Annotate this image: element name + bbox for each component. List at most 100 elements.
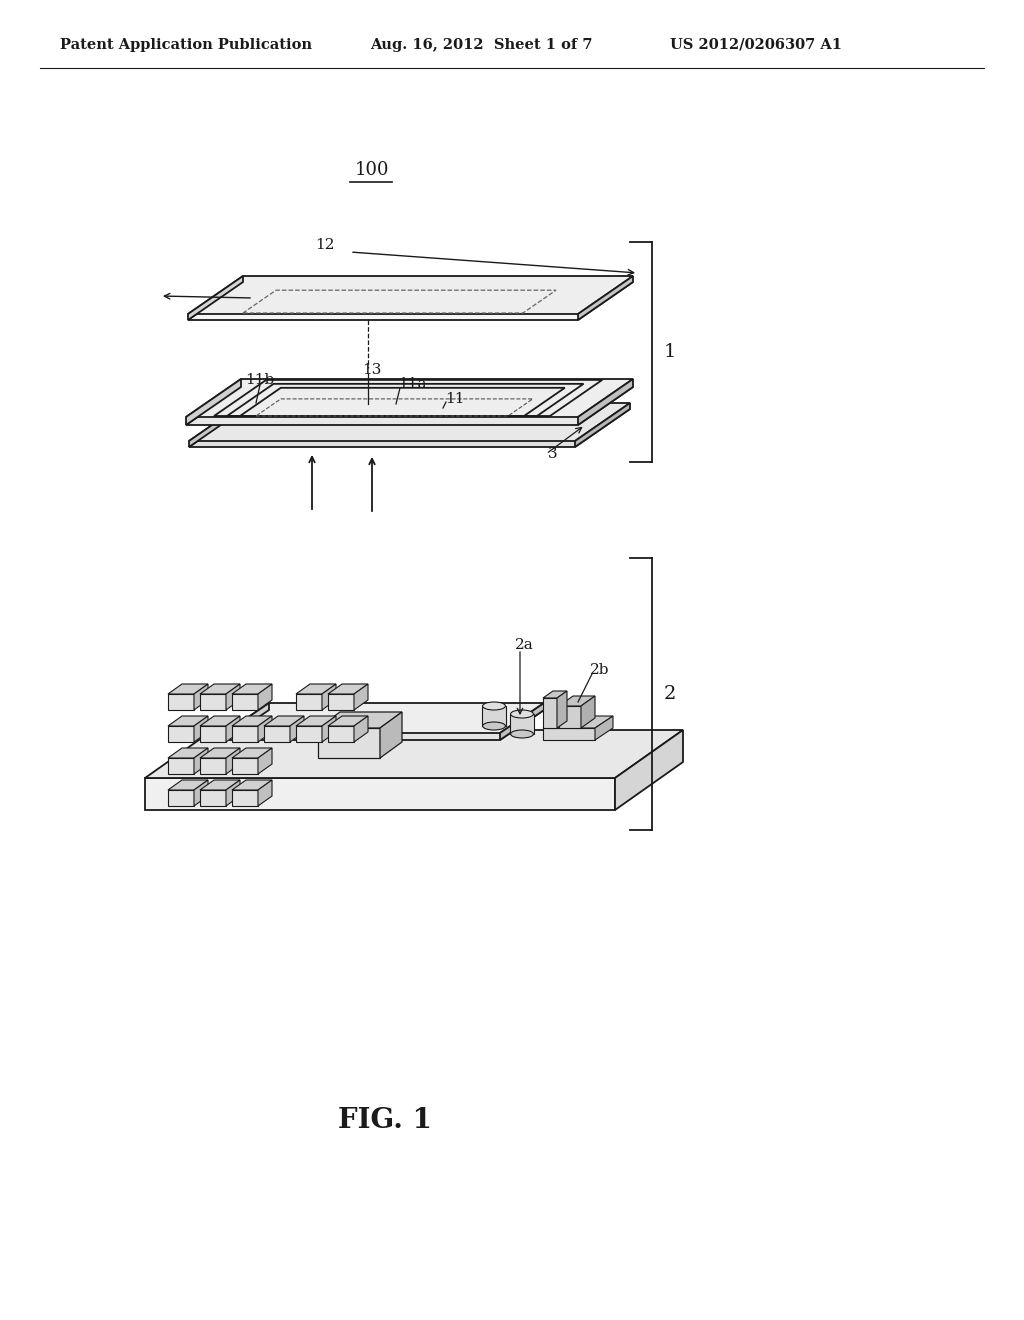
Polygon shape — [258, 780, 272, 807]
Text: Patent Application Publication: Patent Application Publication — [60, 38, 312, 51]
Polygon shape — [145, 777, 615, 810]
Polygon shape — [168, 715, 208, 726]
Polygon shape — [258, 715, 272, 742]
Polygon shape — [264, 715, 304, 726]
Polygon shape — [232, 694, 258, 710]
Polygon shape — [168, 694, 194, 710]
Polygon shape — [559, 706, 581, 729]
Polygon shape — [380, 711, 402, 758]
Text: 1: 1 — [664, 343, 677, 360]
Polygon shape — [615, 730, 683, 810]
Polygon shape — [322, 715, 336, 742]
Polygon shape — [354, 715, 368, 742]
Polygon shape — [258, 684, 272, 710]
Polygon shape — [200, 748, 240, 758]
Polygon shape — [328, 715, 368, 726]
Text: US 2012/0206307 A1: US 2012/0206307 A1 — [670, 38, 842, 51]
Polygon shape — [188, 276, 633, 314]
Text: 12: 12 — [315, 238, 335, 252]
Polygon shape — [188, 282, 633, 319]
Polygon shape — [557, 690, 567, 729]
Text: 3: 3 — [548, 447, 558, 461]
Polygon shape — [581, 696, 595, 729]
Text: Aug. 16, 2012  Sheet 1 of 7: Aug. 16, 2012 Sheet 1 of 7 — [370, 38, 593, 51]
Polygon shape — [328, 726, 354, 742]
Polygon shape — [296, 715, 336, 726]
Polygon shape — [200, 715, 240, 726]
Polygon shape — [168, 726, 194, 742]
Polygon shape — [186, 379, 633, 417]
Polygon shape — [264, 726, 290, 742]
Polygon shape — [226, 780, 240, 807]
Polygon shape — [578, 276, 633, 319]
Polygon shape — [543, 690, 567, 698]
Polygon shape — [200, 780, 240, 789]
Polygon shape — [225, 710, 544, 741]
Polygon shape — [226, 715, 240, 742]
Polygon shape — [595, 715, 613, 741]
Text: 11a: 11a — [398, 378, 427, 391]
Polygon shape — [290, 715, 304, 742]
Polygon shape — [226, 684, 240, 710]
Polygon shape — [200, 684, 240, 694]
Polygon shape — [145, 730, 683, 777]
Polygon shape — [232, 789, 258, 807]
Polygon shape — [168, 748, 208, 758]
Ellipse shape — [511, 730, 534, 738]
Text: 2b: 2b — [590, 663, 609, 677]
Ellipse shape — [511, 710, 534, 718]
Polygon shape — [296, 684, 336, 694]
Polygon shape — [318, 729, 380, 758]
Polygon shape — [168, 789, 194, 807]
Polygon shape — [186, 379, 241, 425]
Polygon shape — [186, 387, 633, 425]
Text: 2a: 2a — [515, 638, 534, 652]
Polygon shape — [200, 726, 226, 742]
Polygon shape — [354, 684, 368, 710]
Text: 11: 11 — [445, 392, 465, 407]
Text: 13: 13 — [362, 363, 381, 378]
Polygon shape — [258, 748, 272, 774]
Polygon shape — [578, 379, 633, 425]
Ellipse shape — [482, 722, 506, 730]
Polygon shape — [500, 704, 544, 741]
Text: 2: 2 — [664, 685, 677, 704]
Ellipse shape — [482, 702, 506, 710]
Polygon shape — [543, 698, 557, 729]
Polygon shape — [232, 684, 272, 694]
Text: FIG. 1: FIG. 1 — [338, 1106, 432, 1134]
Polygon shape — [296, 726, 322, 742]
Polygon shape — [168, 780, 208, 789]
Polygon shape — [482, 706, 506, 726]
Polygon shape — [225, 704, 544, 733]
Polygon shape — [225, 704, 269, 741]
Polygon shape — [168, 758, 194, 774]
Polygon shape — [194, 715, 208, 742]
Polygon shape — [232, 758, 258, 774]
Text: 11b: 11b — [245, 374, 274, 387]
Polygon shape — [189, 409, 630, 447]
Polygon shape — [510, 714, 534, 734]
Polygon shape — [543, 715, 613, 729]
Polygon shape — [189, 403, 244, 447]
Polygon shape — [318, 711, 402, 729]
Polygon shape — [543, 729, 595, 741]
Polygon shape — [200, 694, 226, 710]
Polygon shape — [575, 403, 630, 447]
Polygon shape — [194, 684, 208, 710]
Polygon shape — [200, 789, 226, 807]
Polygon shape — [328, 684, 368, 694]
Polygon shape — [232, 748, 272, 758]
Polygon shape — [188, 276, 243, 319]
Text: 100: 100 — [355, 161, 389, 180]
Polygon shape — [168, 684, 208, 694]
Polygon shape — [322, 684, 336, 710]
Polygon shape — [232, 726, 258, 742]
Polygon shape — [200, 758, 226, 774]
Polygon shape — [559, 696, 595, 706]
Polygon shape — [232, 715, 272, 726]
Polygon shape — [232, 780, 272, 789]
Polygon shape — [328, 694, 354, 710]
Polygon shape — [194, 748, 208, 774]
Polygon shape — [226, 748, 240, 774]
